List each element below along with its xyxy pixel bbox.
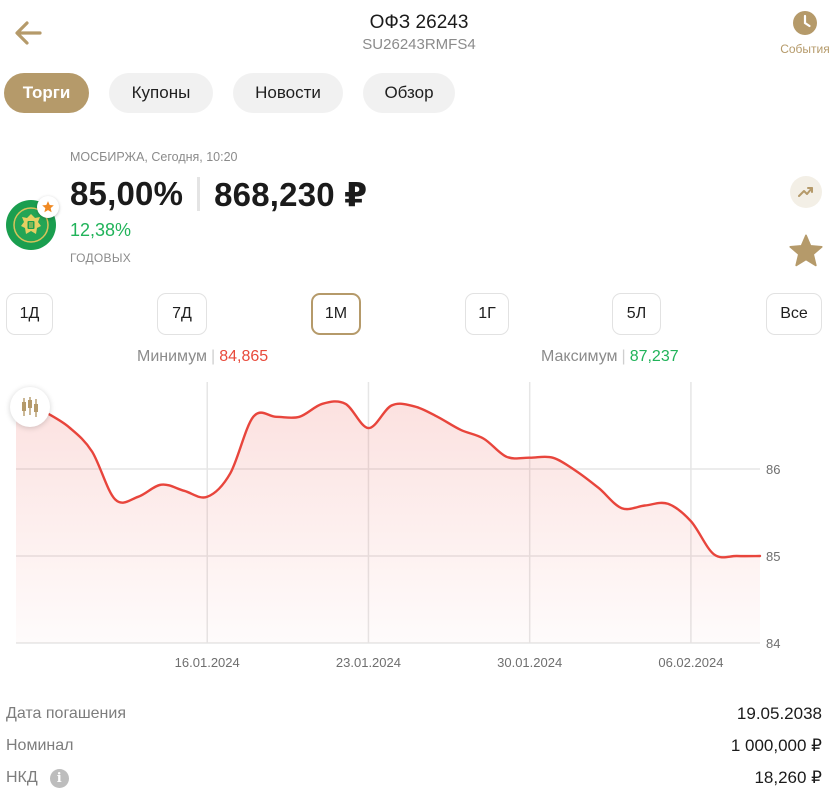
star-icon [42, 201, 54, 213]
price-percent: 85,00% [70, 175, 184, 212]
range-min-value: 84,865 [219, 348, 269, 365]
maturity-label: Дата погашения [6, 705, 126, 722]
price-point [736, 555, 738, 557]
price-point [713, 553, 715, 555]
price-point [321, 403, 323, 405]
tab-trades[interactable]: Торги [4, 73, 89, 113]
y-tick-label: 84 [766, 636, 780, 651]
price-point [644, 504, 646, 506]
range-max: Максимум | 87,237 [541, 348, 679, 365]
x-tick-label: 16.01.2024 [175, 655, 240, 670]
price-point [667, 503, 669, 505]
price-line [44, 400, 762, 559]
range-min-label: Минимум [137, 348, 208, 365]
info-row-nominal: Номинал 1 000,000 ₽ [6, 734, 822, 758]
price-chart[interactable]: 86 85 84 16.01.2024 23.01.2024 30.01.2024 06.0… [0, 372, 838, 682]
price-point [459, 429, 461, 431]
price-point [160, 484, 162, 486]
period-selector: 1Д 7Д 1М 1Г 5Л Все [0, 293, 838, 335]
period-1y[interactable]: 1Г [465, 293, 509, 335]
candlestick-toggle-button[interactable] [10, 387, 50, 427]
price-area [16, 401, 760, 643]
price-point [759, 555, 761, 557]
tab-bar: Торги Купоны Новости Обзор [4, 73, 455, 113]
price-point [206, 496, 208, 498]
price-point [137, 496, 139, 498]
price-point [690, 520, 692, 522]
range-max-label: Максимум [541, 348, 618, 365]
tab-overview[interactable]: Обзор [363, 73, 455, 113]
price-point [91, 450, 93, 452]
issuer-logo [6, 200, 56, 250]
price-point [575, 470, 577, 472]
yield-label: ГОДОВЫХ [70, 251, 132, 265]
price-point [68, 426, 70, 428]
price-point [552, 457, 554, 459]
price-point [505, 456, 507, 458]
trending-up-icon [798, 187, 813, 197]
yield-value: 12,38% [70, 220, 132, 240]
accrued-label-wrap: НКД i [6, 768, 69, 788]
chart-ticks: 86 85 84 16.01.2024 23.01.2024 30.01.2024 06.0… [175, 462, 781, 670]
price-point [529, 457, 531, 459]
clock-icon [793, 11, 817, 35]
events-label: События [780, 42, 830, 56]
price-point [229, 472, 231, 474]
nominal-label: Номинал [6, 737, 74, 754]
arrow-left-icon [15, 21, 42, 45]
candlestick-icon [22, 397, 38, 417]
price-point [114, 498, 116, 500]
tab-coupons[interactable]: Купоны [109, 73, 213, 113]
price-point [252, 416, 254, 418]
period-1m[interactable]: 1М [311, 293, 361, 335]
y-tick-label: 86 [766, 462, 780, 477]
accrued-label: НКД [6, 769, 38, 786]
price-row: 85,00% 868,230 ₽ [70, 174, 367, 214]
period-all[interactable]: Все [766, 293, 822, 335]
page-subtitle: SU26243RMFS4 [362, 36, 476, 53]
price-point [390, 404, 392, 406]
period-1d[interactable]: 1Д [6, 293, 53, 335]
range-max-value: 87,237 [629, 348, 679, 365]
price-divider [197, 177, 201, 211]
x-tick-label: 30.01.2024 [497, 655, 562, 670]
page-title: ОФЗ 26243 [369, 12, 469, 33]
price-point [621, 507, 623, 509]
price-point [482, 437, 484, 439]
info-row-maturity: Дата погашения 19.05.2038 [6, 702, 822, 726]
info-row-accrued: НКД i 18,260 ₽ [6, 766, 822, 790]
trend-button[interactable] [790, 176, 822, 208]
price-point [367, 427, 369, 429]
chart-area [16, 401, 760, 643]
nominal-value: 1 000,000 ₽ [730, 736, 822, 755]
header: ОФЗ 26243 SU26243RMFS4 События [0, 0, 838, 64]
price-point [598, 487, 600, 489]
tab-news[interactable]: Новости [233, 73, 343, 113]
period-7d[interactable]: 7Д [157, 293, 207, 335]
star-icon [789, 234, 823, 267]
events-button[interactable]: События [772, 10, 838, 64]
back-button[interactable] [12, 16, 46, 50]
maturity-value: 19.05.2038 [736, 704, 822, 723]
price-point [436, 416, 438, 418]
price-rub: 868,230 ₽ [214, 175, 368, 213]
x-tick-label: 23.01.2024 [336, 655, 401, 670]
info-icon[interactable]: i [49, 768, 69, 788]
price-point [344, 403, 346, 405]
y-tick-label: 85 [766, 549, 780, 564]
favorite-badge [37, 196, 59, 218]
range-min: Минимум | 84,865 [137, 348, 269, 365]
price-point [413, 405, 415, 407]
accrued-value: 18,260 ₽ [754, 768, 822, 787]
emblem-icon [13, 207, 49, 243]
x-tick-label: 06.02.2024 [658, 655, 723, 670]
chart-line [44, 400, 762, 559]
favorite-button[interactable] [788, 234, 824, 268]
price-point [183, 490, 185, 492]
price-point [275, 416, 277, 418]
price-point [298, 416, 300, 418]
exchange-timestamp: МОСБИРЖА, Сегодня, 10:20 [70, 150, 238, 164]
period-5y[interactable]: 5Л [612, 293, 661, 335]
